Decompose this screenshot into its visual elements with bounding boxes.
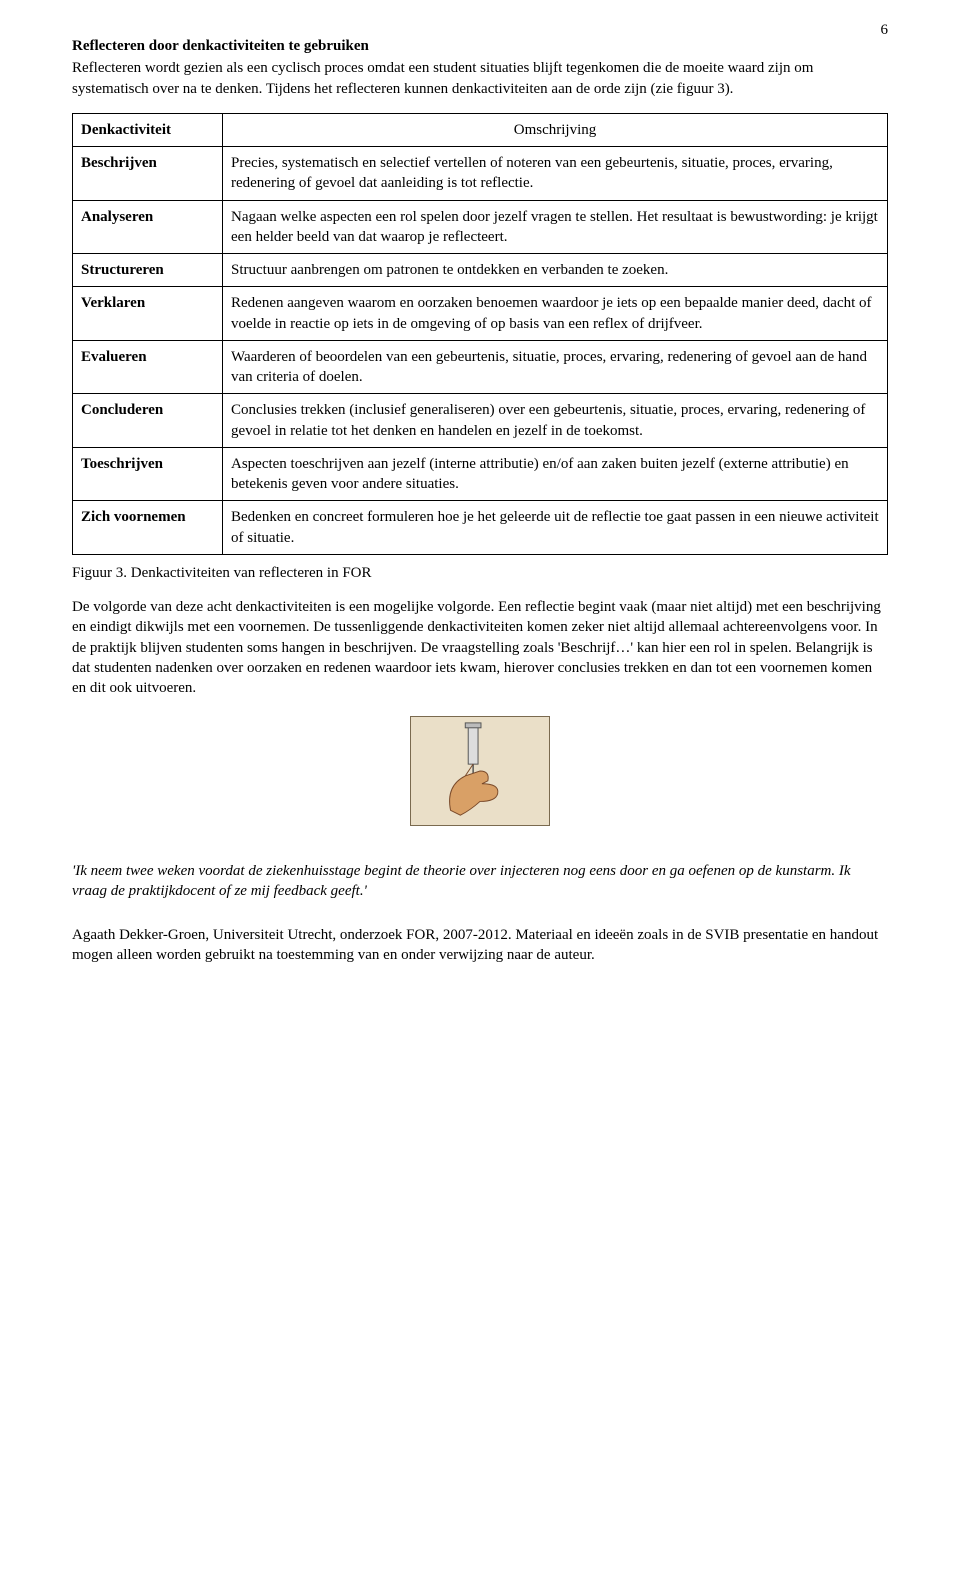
col-header-activity: Denkactiviteit [73,113,223,146]
description-cell: Aspecten toeschrijven aan jezelf (intern… [223,447,888,501]
illustration-block [72,716,888,832]
table-row: Verklaren Redenen aangeven waarom en oor… [73,287,888,341]
activity-cell: Beschrijven [73,147,223,201]
quote-paragraph: 'Ik neem twee weken voordat de ziekenhui… [72,861,888,902]
table-row: Zich voornemen Bedenken en concreet form… [73,501,888,555]
description-cell: Structuur aanbrengen om patronen te ontd… [223,254,888,287]
activity-cell: Evalueren [73,340,223,394]
intro-paragraph: Reflecteren wordt gezien als een cyclisc… [72,58,888,99]
description-cell: Waarderen of beoordelen van een gebeurte… [223,340,888,394]
activity-cell: Toeschrijven [73,447,223,501]
body-paragraph: De volgorde van deze acht denkactiviteit… [72,597,888,698]
table-row: Beschrijven Precies, systematisch en sel… [73,147,888,201]
description-cell: Precies, systematisch en selectief verte… [223,147,888,201]
figure-caption: Figuur 3. Denkactiviteiten van reflecter… [72,563,888,583]
table-row: Structureren Structuur aanbrengen om pat… [73,254,888,287]
table-header-row: Denkactiviteit Omschrijving [73,113,888,146]
description-cell: Redenen aangeven waarom en oorzaken beno… [223,287,888,341]
table-row: Toeschrijven Aspecten toeschrijven aan j… [73,447,888,501]
document-page: 6 Reflecteren door denkactiviteiten te g… [0,0,960,1572]
activity-cell: Verklaren [73,287,223,341]
injection-illustration-icon [410,716,550,826]
activity-cell: Structureren [73,254,223,287]
table-row: Evalueren Waarderen of beoordelen van ee… [73,340,888,394]
description-cell: Nagaan welke aspecten een rol spelen doo… [223,200,888,254]
activity-cell: Concluderen [73,394,223,448]
table-row: Concluderen Conclusies trekken (inclusie… [73,394,888,448]
page-number: 6 [881,20,889,40]
section-heading: Reflecteren door denkactiviteiten te geb… [72,36,888,56]
activities-table: Denkactiviteit Omschrijving Beschrijven … [72,113,888,555]
activity-cell: Zich voornemen [73,501,223,555]
description-cell: Bedenken en concreet formuleren hoe je h… [223,501,888,555]
activity-cell: Analyseren [73,200,223,254]
footer-text: Agaath Dekker-Groen, Universiteit Utrech… [72,925,888,966]
table-row: Analyseren Nagaan welke aspecten een rol… [73,200,888,254]
description-cell: Conclusies trekken (inclusief generalise… [223,394,888,448]
col-header-description: Omschrijving [223,113,888,146]
